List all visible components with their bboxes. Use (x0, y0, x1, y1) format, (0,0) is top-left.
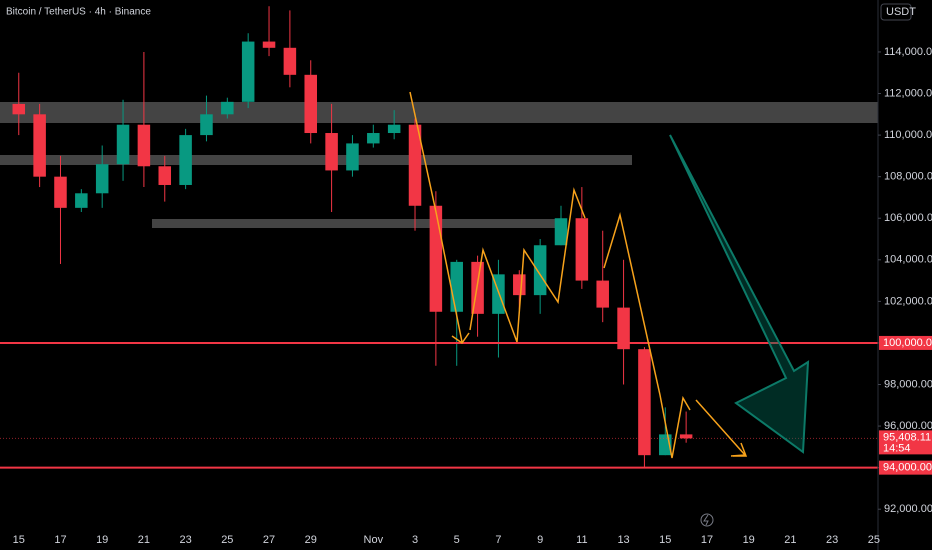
x-tick-label: 13 (617, 534, 629, 546)
x-tick-label: 21 (784, 534, 796, 546)
candle-body (513, 274, 526, 296)
countdown-label: 14:54 (883, 442, 911, 454)
candle-body (262, 41, 276, 48)
candle-body (33, 114, 46, 177)
currency: USDT (886, 6, 916, 18)
candle-body (596, 280, 609, 308)
candle-body (429, 205, 443, 312)
x-tick-label: 7 (495, 534, 501, 546)
y-tick-label: 104,000.00 (884, 254, 932, 266)
x-tick-label: 23 (826, 534, 838, 546)
candle-body (533, 245, 547, 296)
y-tick-label: 112,000.00 (884, 87, 932, 99)
x-tick-label: 15 (659, 534, 671, 546)
candle-body (325, 133, 338, 171)
candle-body (54, 176, 67, 208)
event-icon (700, 513, 714, 527)
y-tick-label: 110,000.00 (884, 129, 932, 141)
last-price-box (879, 430, 932, 455)
wave-drawing (409, 91, 463, 343)
x-tick-label: 27 (263, 534, 275, 546)
price-axis (878, 0, 932, 550)
candle-body (638, 349, 651, 456)
y-tick-label: 106,000.00 (884, 212, 932, 224)
candle-body (75, 193, 88, 208)
level-label-box (879, 460, 932, 475)
candle-body (304, 74, 317, 134)
candle-body (346, 143, 359, 171)
y-tick-label: 98,000.00 (884, 378, 932, 390)
x-tick-label: 21 (138, 534, 150, 546)
candle-body (12, 103, 26, 115)
candle-body (408, 124, 422, 206)
candle-body (554, 218, 568, 246)
candle-body (367, 133, 380, 144)
wave-drawing (451, 332, 470, 345)
candle-body (158, 166, 172, 185)
candle-body (241, 41, 255, 102)
x-tick-label: Nov (364, 534, 384, 546)
candle-body (387, 124, 401, 134)
wave-drawing (603, 212, 691, 459)
x-tick-label: 9 (537, 534, 543, 546)
x-tick-label: 23 (179, 534, 191, 546)
zone (0, 102, 878, 123)
y-tick-label: 102,000.00 (884, 295, 932, 307)
candle-body (200, 114, 213, 136)
x-tick-label: 17 (701, 534, 713, 546)
candle-body (575, 218, 589, 281)
y-tick-label: 114,000.00 (884, 46, 932, 58)
candle-body (95, 164, 109, 194)
zone (152, 219, 562, 228)
candle-body (137, 124, 151, 167)
candle-body (179, 135, 192, 185)
level-label: 100,000.00 (883, 337, 932, 349)
x-tick-label: 29 (305, 534, 317, 546)
x-tick-label: 15 (13, 534, 25, 546)
x-tick-label: 25 (868, 534, 880, 546)
x-tick-label: 5 (454, 534, 460, 546)
x-tick-label: 3 (412, 534, 418, 546)
currency-box (880, 3, 912, 21)
chart-title: Bitcoin / TetherUS · 4h · Binance (6, 7, 151, 18)
candle-body (283, 47, 297, 75)
level-label: 94,000.00 (883, 462, 932, 474)
x-tick-label: 11 (576, 534, 587, 546)
y-tick-label: 108,000.00 (884, 171, 932, 183)
candle-body (617, 307, 630, 350)
arrow-drawing (669, 134, 810, 454)
y-tick-label: 92,000.00 (884, 503, 932, 515)
x-tick-label: 19 (743, 534, 755, 546)
x-tick-label: 25 (221, 534, 233, 546)
last-price-label: 95,408.11 (883, 431, 931, 443)
event-icon (703, 514, 709, 526)
x-tick-label: 17 (54, 534, 66, 546)
candle-body (679, 434, 693, 439)
x-tick-label: 19 (96, 534, 108, 546)
y-tick-label: 96,000.00 (884, 420, 932, 432)
candle-body (221, 101, 234, 115)
level-label-box (879, 335, 932, 350)
zone (0, 155, 632, 165)
candle-body (116, 124, 130, 165)
candle-body (450, 261, 463, 312)
wave-drawing (469, 187, 586, 343)
wave-drawing (733, 442, 748, 457)
